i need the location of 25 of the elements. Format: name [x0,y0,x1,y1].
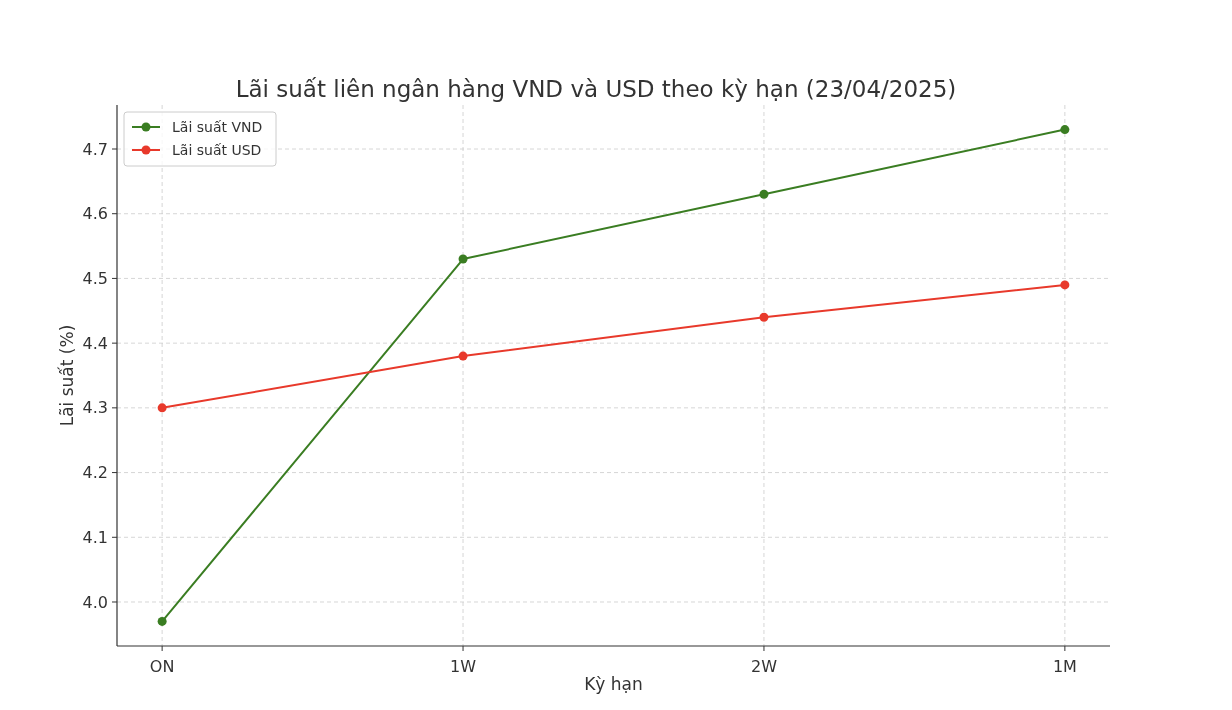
y-tick-label: 4.0 [82,592,108,612]
legend-label: Lãi suất VND [172,118,263,135]
point [759,189,769,199]
x-tick-label: 1W [450,656,477,676]
y-tick-label: 4.6 [82,204,108,224]
point [157,403,167,413]
y-tick-label: 4.5 [82,269,108,289]
y-tick-label: 4.1 [82,527,108,547]
y-tick-label: 4.2 [82,463,108,483]
x-axis-title: Kỳ hạn [584,674,643,694]
chart-title: Lãi suất liên ngân hàng VND và USD theo kỳ hạn (23/04/2025) [235,76,957,102]
point [458,351,468,361]
y-axis-title: Lãi suất (%) [57,324,77,427]
x-tick-label: ON [149,656,175,676]
x-tick-label: 2W [750,656,778,676]
point [1060,125,1070,135]
y-tick-label: 4.4 [82,333,108,353]
y-tick-label: 4.7 [82,139,108,159]
y-tick-label: 4.3 [82,398,108,418]
point [458,254,468,264]
point [1060,280,1070,290]
x-tick-label: 1M [1052,656,1077,676]
point [157,616,167,626]
point [759,312,769,322]
legend-label: Lãi suất USD [172,141,262,158]
